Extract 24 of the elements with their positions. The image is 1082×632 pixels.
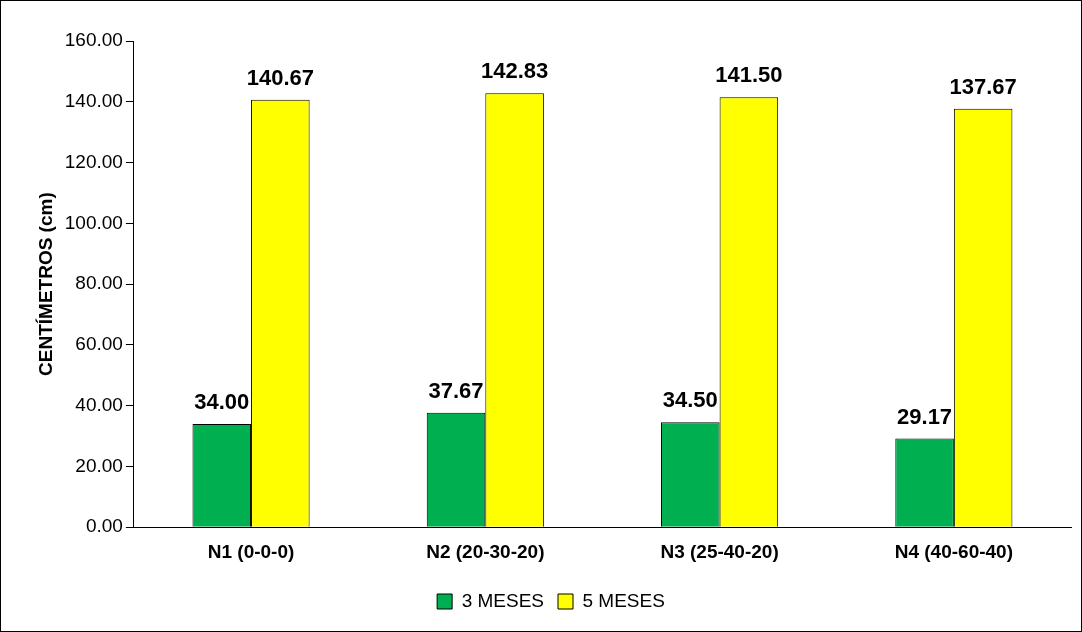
y-tick-label: 120.00 [64,150,123,172]
y-tick-label: 60.00 [75,333,123,355]
data-label: 37.67 [428,377,484,403]
data-label: 141.50 [715,62,783,88]
x-tick-label: N4 (40-60-40) [894,540,1013,562]
legend-label: 3 MESES [461,589,545,611]
y-tick-label: 0.00 [85,515,123,537]
legend-label: 5 MESES [582,589,665,611]
data-label: 34.00 [194,388,250,414]
y-tick-label: 20.00 [75,454,123,476]
data-label: 34.50 [662,387,718,413]
y-tick-label: 160.00 [64,29,123,51]
y-tick-label: 80.00 [75,272,123,294]
data-label: 29.17 [897,403,953,429]
x-tick-label: N1 (0-0-0) [207,540,295,562]
y-tick-label: 40.00 [75,393,123,415]
y-tick-label: 140.00 [64,90,123,112]
data-label: 137.67 [949,73,1017,99]
data-label: 142.83 [480,58,549,84]
y-axis-title: CENTÍMETROS (cm) [34,192,56,376]
y-tick-label: 100.00 [64,211,123,233]
data-label: 140.67 [246,64,314,90]
x-tick-label: N2 (20-30-20) [426,540,545,562]
x-tick-label: N3 (25-40-20) [660,540,779,562]
